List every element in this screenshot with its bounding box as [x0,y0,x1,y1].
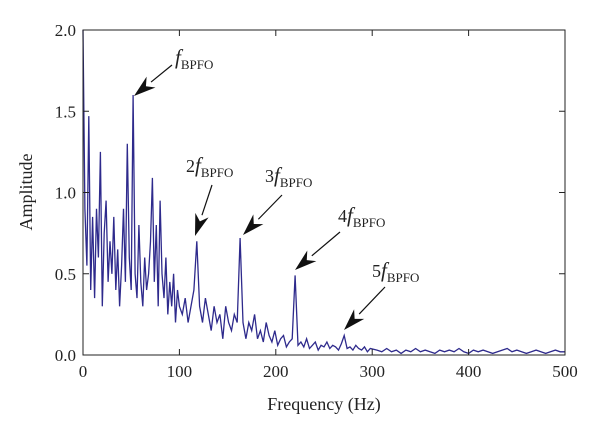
x-tick-label: 500 [552,362,578,381]
annotation-arrowhead [295,250,317,270]
annotation-symbol: f [175,45,184,69]
annotation: fBPFO [175,45,213,72]
annotation-arrow [257,194,283,220]
annotation-arrowhead [134,76,156,96]
annotation-arrow [358,286,386,315]
x-tick-label: 200 [263,362,289,381]
annotation-arrow [150,64,173,83]
x-tick-label: 0 [79,362,88,381]
y-tick-label: 2.0 [55,21,76,40]
annotation: 3fBPFO [265,163,312,190]
spectrum-line [82,29,565,355]
x-axis-title: Frequency (Hz) [267,394,380,415]
annotation: 5fBPFO [372,258,419,285]
y-tick-label: 1.0 [55,184,76,203]
y-axis-title: Amplitude [16,153,36,230]
y-tick-label: 1.5 [55,102,76,121]
annotation-symbol: f [195,153,204,177]
y-tick-label: 0.5 [55,265,76,284]
annotation-symbol: f [347,203,356,227]
annotation-arrowhead [195,212,209,236]
annotation-subscript: BPFO [181,57,214,72]
annotation-symbol: f [274,163,283,187]
annotation-prefix: 2 [186,156,195,176]
y-tick-label: 0.0 [55,346,76,365]
annotation-prefix: 5 [372,261,381,281]
annotation-arrowhead [344,309,365,330]
annotation-subscript: BPFO [280,175,313,190]
annotation-arrowhead [243,214,264,235]
x-tick-label: 300 [359,362,385,381]
annotation-prefix: 4 [338,206,347,226]
annotation-subscript: BPFO [201,165,234,180]
x-tick-label: 100 [167,362,193,381]
annotation-arrow [201,184,213,216]
annotation-prefix: 3 [265,166,274,186]
annotation-arrow [311,231,341,257]
annotation-subscript: BPFO [387,270,420,285]
annotation: 2fBPFO [186,153,233,180]
annotation-subscript: BPFO [353,215,386,230]
x-tick-label: 400 [456,362,482,381]
annotation: 4fBPFO [338,203,385,230]
annotation-symbol: f [381,258,390,282]
